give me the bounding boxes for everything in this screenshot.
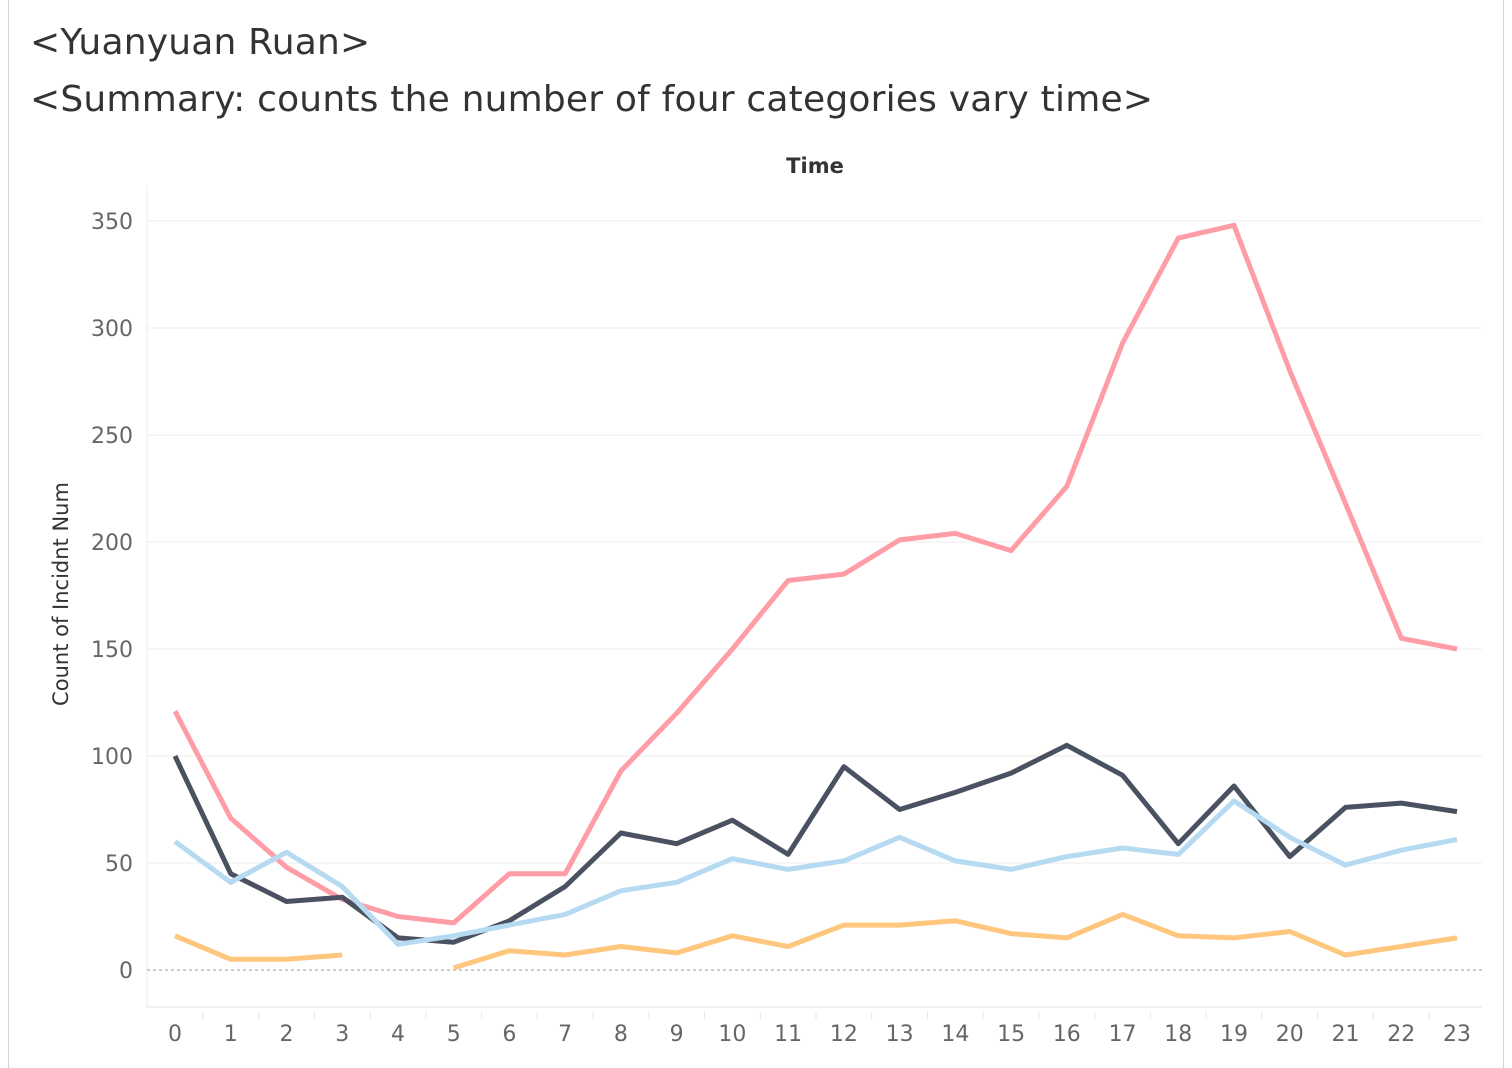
x-tick-label: 11 bbox=[774, 1022, 802, 1047]
x-tick-label: 8 bbox=[614, 1022, 628, 1047]
series-line-4 bbox=[174, 933, 343, 962]
x-tick-label: 5 bbox=[447, 1022, 461, 1047]
x-tick-label: 15 bbox=[997, 1022, 1025, 1047]
x-tick-label: 1 bbox=[224, 1022, 238, 1047]
x-axis-title: Time bbox=[786, 154, 844, 178]
x-tick-label: 0 bbox=[168, 1022, 182, 1047]
x-tick-label: 20 bbox=[1276, 1022, 1304, 1047]
x-tick-label: 22 bbox=[1387, 1022, 1415, 1047]
x-tick-label: 3 bbox=[335, 1022, 349, 1047]
x-tick-label: 9 bbox=[670, 1022, 684, 1047]
y-tick-label: 150 bbox=[91, 638, 133, 663]
summary-title: <Summary: counts the number of four cate… bbox=[30, 79, 1154, 120]
x-tick-label: 16 bbox=[1053, 1022, 1081, 1047]
y-tick-label: 50 bbox=[105, 852, 133, 877]
y-tick-label: 300 bbox=[91, 317, 133, 342]
x-tick-label: 12 bbox=[830, 1022, 858, 1047]
x-tick-label: 4 bbox=[391, 1022, 405, 1047]
x-tick-label: 7 bbox=[558, 1022, 572, 1047]
y-tick-label: 200 bbox=[91, 531, 133, 556]
x-tick-label: 23 bbox=[1443, 1022, 1471, 1047]
y-axis-title: Count of Incidnt Num bbox=[49, 482, 73, 706]
series-line-1 bbox=[172, 222, 1458, 926]
x-tick-label: 2 bbox=[279, 1022, 293, 1047]
y-tick-label: 250 bbox=[91, 424, 133, 449]
x-tick-label: 13 bbox=[886, 1022, 914, 1047]
y-tick-label: 100 bbox=[91, 745, 133, 770]
y-tick-label: 0 bbox=[119, 959, 133, 984]
y-tick-label: 350 bbox=[91, 210, 133, 235]
viz-frame bbox=[8, 0, 1504, 1068]
x-tick-label: 6 bbox=[502, 1022, 516, 1047]
x-tick-label: 17 bbox=[1109, 1022, 1137, 1047]
x-tick-label: 21 bbox=[1332, 1022, 1360, 1047]
x-tick-label: 18 bbox=[1164, 1022, 1192, 1047]
x-tick-label: 10 bbox=[718, 1022, 746, 1047]
series-line-3 bbox=[173, 798, 1458, 947]
author-title: <Yuanyuan Ruan> bbox=[30, 22, 371, 63]
series-line-4 bbox=[452, 911, 1458, 971]
x-tick-label: 19 bbox=[1220, 1022, 1248, 1047]
x-tick-label: 14 bbox=[941, 1022, 969, 1047]
